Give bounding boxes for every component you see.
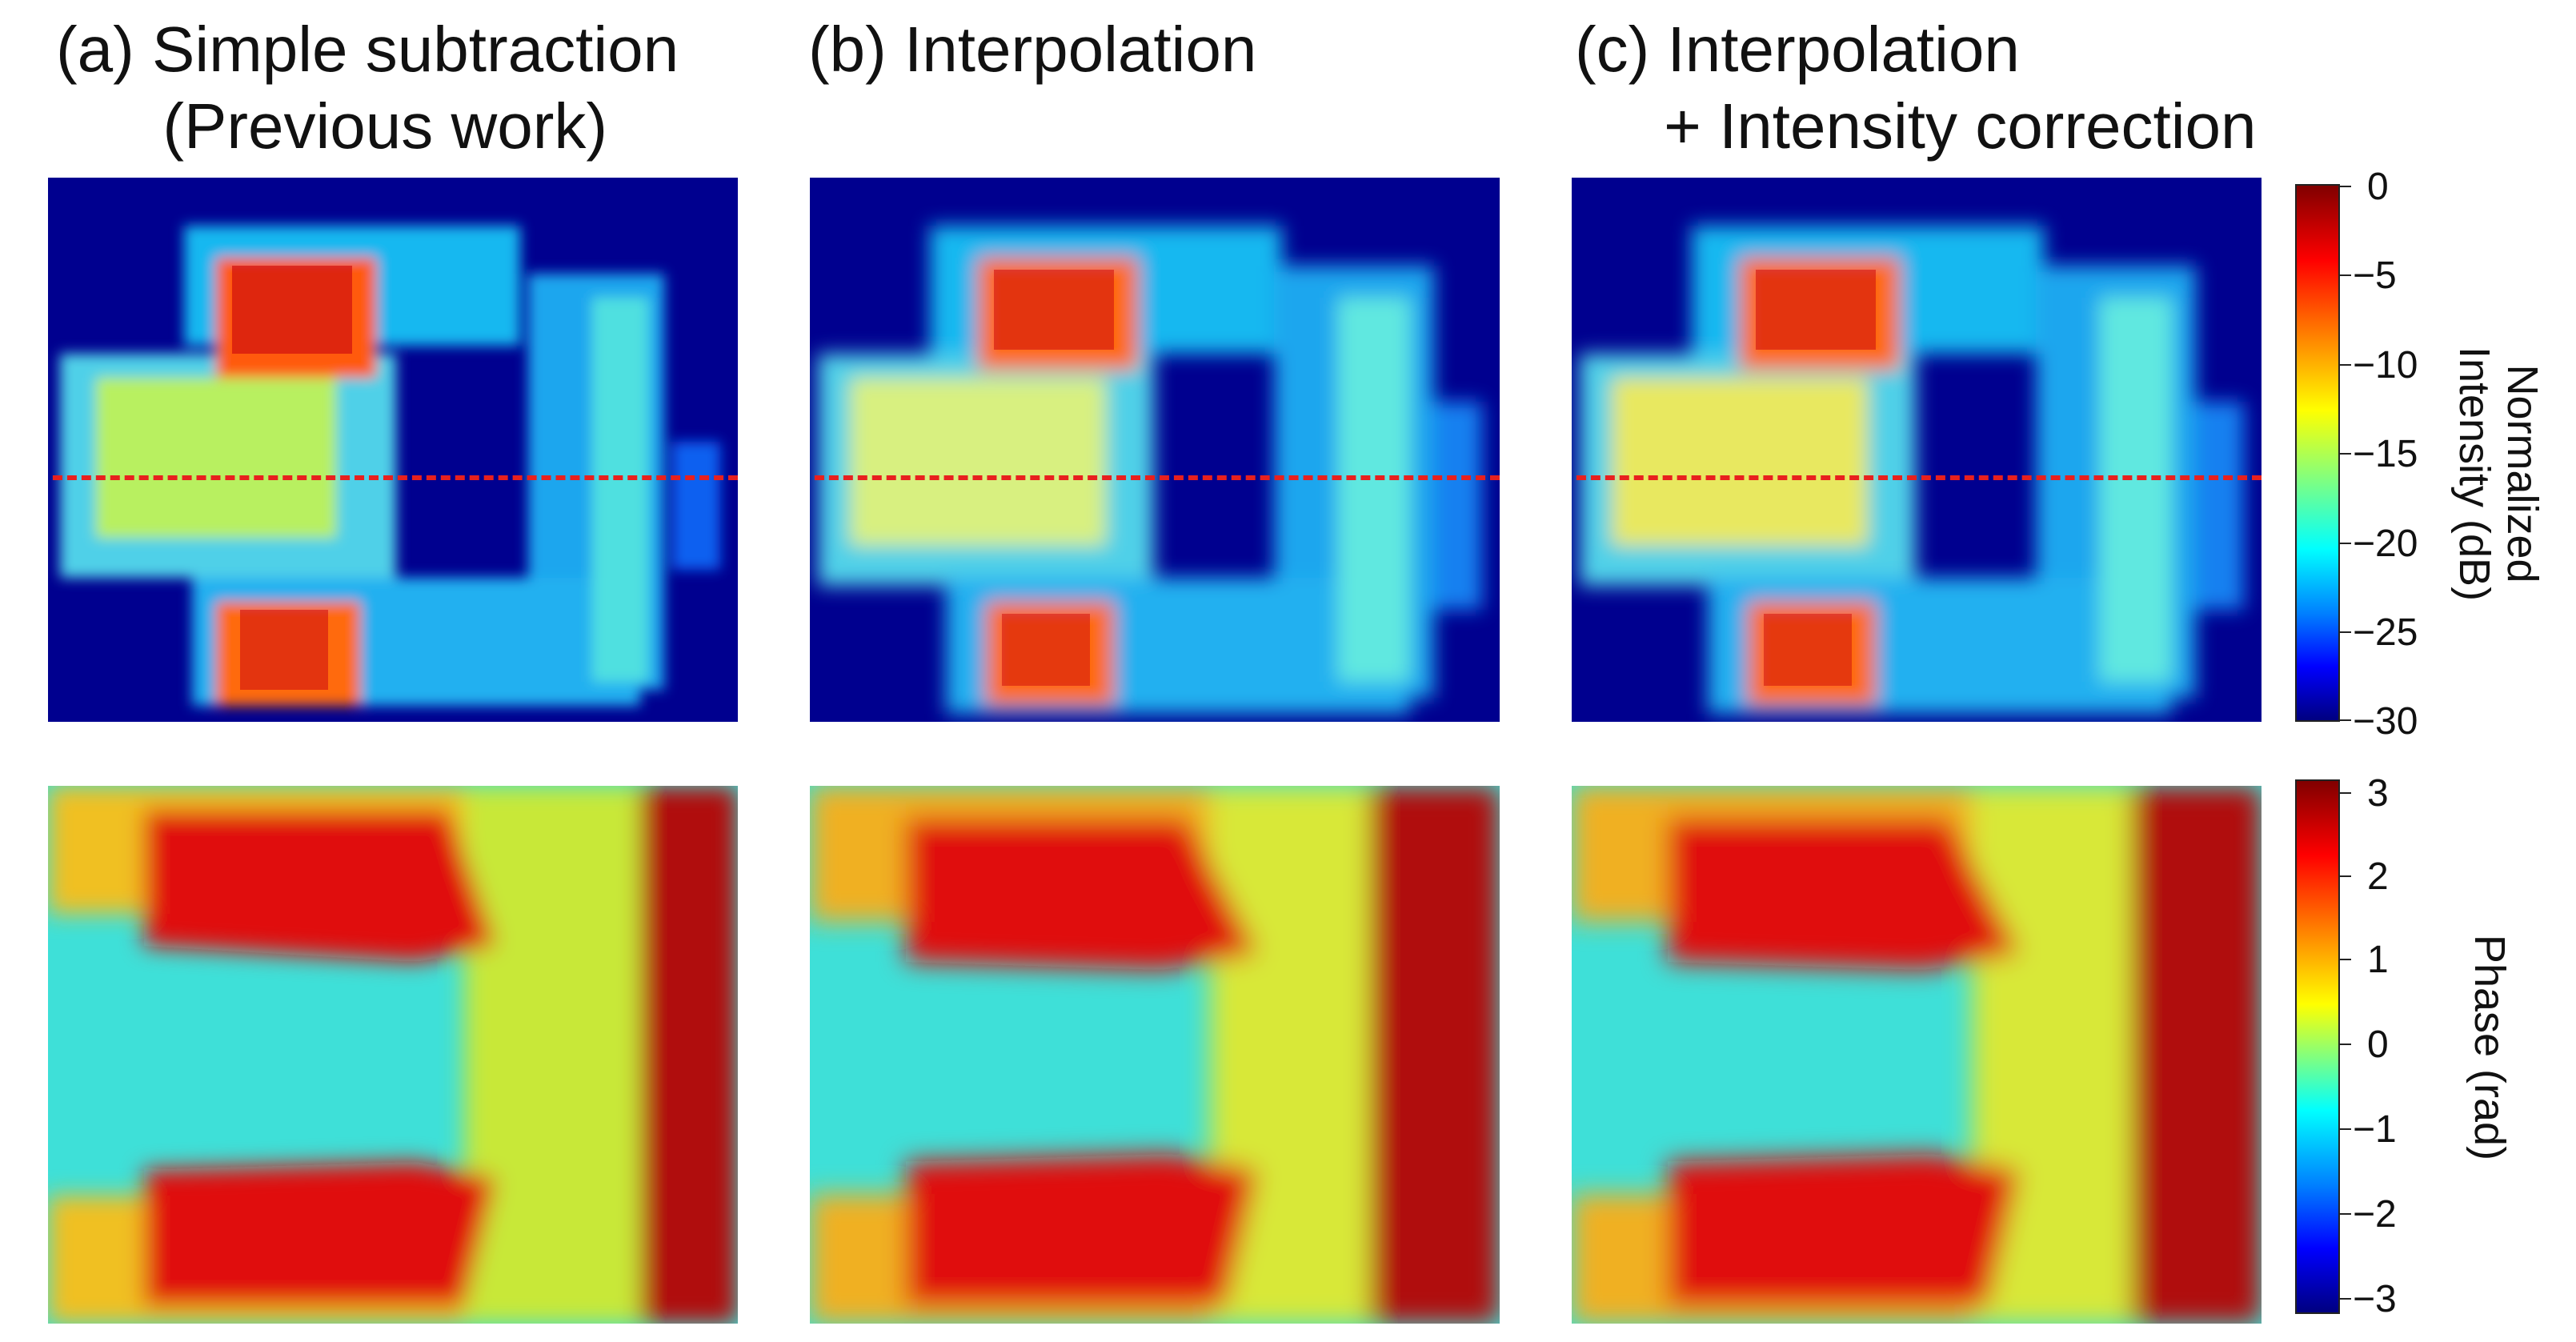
intensity-tick-2: −10	[2353, 344, 2418, 387]
phase-map-b	[810, 786, 1500, 1324]
phase-colorbar-label: Phase (rad)	[2466, 934, 2514, 1161]
intensity-map-b	[810, 178, 1500, 722]
title-b: (b) Interpolation	[808, 14, 1257, 85]
cross-section-line-c	[1572, 475, 2262, 480]
cross-section-line-a	[48, 475, 738, 480]
intensity-heatmap-b	[818, 226, 1482, 714]
title-c: (c) Interpolation + Intensity correction	[1575, 14, 2257, 162]
intensity-tick-5: −25	[2353, 611, 2418, 654]
intensity-heatmap-c	[1580, 226, 2244, 714]
intensity-colorbar	[2295, 184, 2340, 722]
intensity-tick-0: 0	[2367, 166, 2389, 208]
intensity-tick-4: −20	[2353, 523, 2418, 565]
phase-tick-neg1: −1	[2353, 1108, 2397, 1151]
intensity-map-a	[48, 178, 738, 722]
intensity-tick-3: −15	[2353, 433, 2418, 475]
cross-section-line-b	[810, 475, 1500, 480]
phase-tick-3: 3	[2367, 772, 2389, 815]
phase-heatmap-b	[810, 786, 1500, 1324]
phase-tick-0: 0	[2367, 1024, 2389, 1066]
intensity-colorbar-label: Normalized Intensity (dB)	[2450, 346, 2546, 602]
phase-heatmap-c	[1572, 786, 2262, 1324]
phase-tick-1: 1	[2367, 939, 2389, 981]
phase-colorbar	[2295, 779, 2340, 1314]
intensity-heatmap-a	[60, 226, 720, 706]
phase-heatmap-a	[48, 786, 738, 1324]
phase-map-c	[1572, 786, 2262, 1324]
phase-tick-neg3: −3	[2353, 1278, 2397, 1320]
intensity-map-c	[1572, 178, 2262, 722]
phase-tick-2: 2	[2367, 855, 2389, 898]
phase-tick-neg2: −2	[2353, 1193, 2397, 1236]
title-a: (a) Simple subtraction (Previous work)	[56, 14, 679, 162]
intensity-tick-6: −30	[2353, 700, 2418, 743]
phase-map-a	[48, 786, 738, 1324]
intensity-tick-1: −5	[2353, 254, 2397, 297]
